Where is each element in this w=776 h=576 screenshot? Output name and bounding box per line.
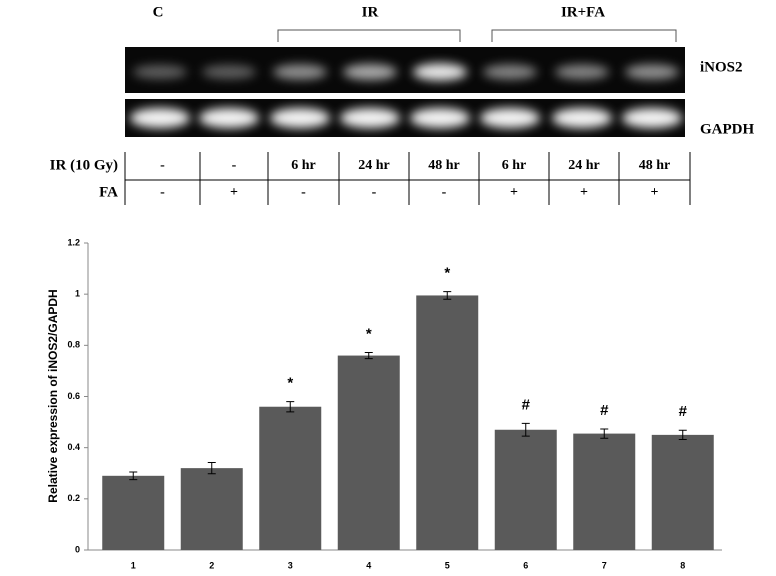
band [483,64,537,80]
significance-mark: * [444,265,450,282]
x-tick-label: 8 [680,560,685,570]
table-cell: - [232,158,237,173]
error-bar [286,401,295,413]
row-label: FA [99,184,118,200]
bar [573,433,636,550]
significance-mark: # [679,403,688,420]
significance-mark: # [522,396,531,413]
row-label: IR (10 Gy) [50,157,118,173]
error-bar [678,429,687,440]
y-tick-label: 1.2 [67,237,80,247]
bar [337,355,400,550]
x-tick-label: 7 [602,560,607,570]
band [202,64,256,80]
table-cell: 24 hr [358,158,390,173]
x-tick-label: 6 [523,560,528,570]
band [199,108,259,128]
bar [180,468,243,550]
significance-mark: * [366,325,372,342]
y-tick-label: 0.6 [67,391,80,401]
bracket [277,29,461,42]
error-bar [207,462,216,475]
bar [416,295,479,550]
band [133,64,187,80]
band [410,108,470,128]
table-cell: 48 hr [639,158,671,173]
table-cell: 6 hr [502,158,527,173]
band [273,64,327,80]
error-bar [129,471,138,481]
table-cell: 48 hr [428,158,460,173]
band [622,108,682,128]
table-cell: - [160,185,165,200]
table: IR (10 Gy) - - 6 hr 24 hr 48 hr 6 hr 24 hr 48 hr… [50,152,691,205]
band [130,108,190,128]
band [480,108,540,128]
table-cell: + [580,185,588,200]
bar [259,406,322,550]
bar [102,475,165,550]
table-cell: 6 hr [291,158,316,173]
significance-mark: # [600,402,609,419]
group-label: C [153,4,164,20]
table-cell: 24 hr [568,158,600,173]
x-tick-label: 2 [209,560,214,570]
error-bar [364,351,373,360]
band [625,64,679,80]
y-tick-label: 1 [75,289,80,299]
y-tick-label: 0.2 [67,493,80,503]
y-axis-label: Relative expression of iNOS2/GAPDH [46,289,60,502]
y-tick-label: 0.4 [67,442,80,452]
band [343,64,397,80]
significance-mark: * [287,375,293,392]
bracket [491,29,677,42]
x-tick-label: 3 [288,560,293,570]
bands [130,63,682,128]
y-tick-label: 0.8 [67,340,80,350]
band [552,108,612,128]
x-tick-label: 1 [131,560,136,570]
group-label: IR+FA [561,4,605,20]
band [270,108,330,128]
error-bar [521,422,530,437]
group-label: IR [362,4,379,20]
error-bar [600,428,609,439]
table-cell: - [301,185,306,200]
chart: Relative expression of iNOS2/GAPDH 0 0.2 0… [46,237,722,570]
table-cell: + [651,185,659,200]
band [555,64,609,80]
band [413,63,467,81]
bar [494,429,557,550]
error-bar [443,291,452,300]
gel: C IR IR+FA iNOS2 GAPDH [125,4,754,137]
table-cell: - [372,185,377,200]
x-tick-label: 5 [445,560,450,570]
band [340,108,400,128]
band-label: GAPDH [700,121,754,137]
table-cell: - [442,185,447,200]
bar [651,434,714,550]
table-cell: - [160,158,165,173]
table-cell: + [510,185,518,200]
x-tick-label: 4 [366,560,371,570]
table-cell: + [230,185,238,200]
y-tick-label: 0 [75,544,80,554]
band-label: iNOS2 [700,59,743,75]
